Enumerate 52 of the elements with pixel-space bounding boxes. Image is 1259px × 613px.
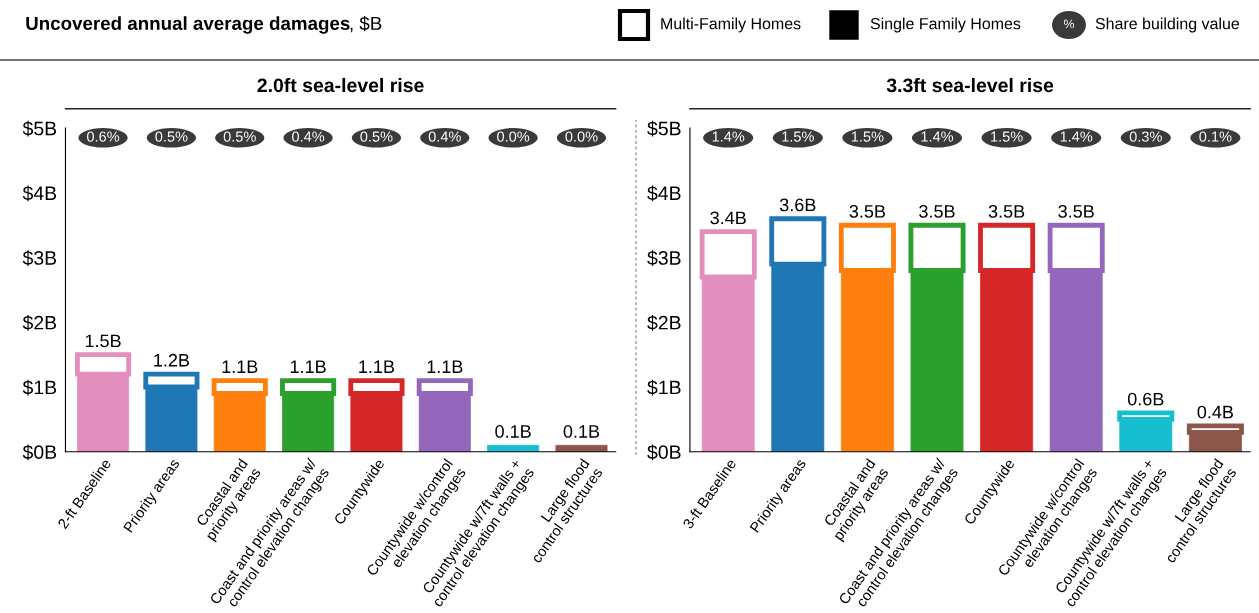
annotation: 0.4% [428,131,461,142]
annotation: 1.4% [1060,131,1093,142]
total-label: 0.6B [1127,392,1164,406]
total-label: 1.5B [85,334,121,348]
y-tick-label: $5B [647,120,681,137]
total-label: 3.5B [988,204,1025,218]
annotation: 0.5% [223,131,256,142]
total-label: 3.4B [710,211,746,225]
text: Share building value [1095,17,1240,33]
text: Uncovered annual average damages [26,16,350,34]
total-label: 0.1B [563,425,600,438]
annotation: 0.5% [155,131,188,142]
total-label: 3.6B [779,198,816,212]
total-label: 1.1B [427,360,463,373]
total-label: 0.1B [495,425,531,438]
total-label: 1.2B [154,353,190,367]
annotation: 0.0% [497,131,530,142]
text: Single Family Homes [870,17,1021,33]
total-label: 3.5B [1058,204,1094,218]
y-tick-label: $1B [647,379,681,396]
total-label: 0.4B [1197,405,1234,419]
y-tick-label: $3B [22,250,57,266]
total-label: 1.1B [222,360,258,373]
text: , $B [350,15,382,33]
y-tick-label: $4B [647,185,681,202]
y-tick-label: $2B [647,314,681,331]
annotation: 0.5% [360,131,393,142]
y-tick-label: $0B [22,444,57,461]
y-tick-label: $2B [22,314,57,331]
annotation: 1.5% [991,131,1023,142]
annotation: 1.5% [782,131,814,142]
annotation: 0.1% [1199,131,1232,142]
annotation: 0.6% [87,131,120,142]
annotation: 0.0% [565,131,598,142]
total-label: 3.5B [919,204,955,218]
total-label: 1.1B [359,360,395,373]
total-label: 1.1B [290,360,326,373]
y-tick-label: $4B [22,185,57,202]
total-label: 3.5B [849,204,886,218]
annotation: 1.5% [851,131,884,142]
text: Multi-Family Homes [661,17,801,33]
y-tick-label: $0B [647,444,681,461]
text: % [1063,19,1075,29]
annotation: 1.4% [712,131,745,142]
chart-title: 2.0ft sea-level rise [257,77,424,93]
chart-title: 3.3ft sea-level rise [886,77,1054,93]
y-tick-label: $5B [22,120,57,137]
y-tick-label: $1B [22,379,57,396]
annotation: 0.4% [292,131,325,142]
annotation: 1.4% [921,131,954,142]
y-tick-label: $3B [647,250,681,266]
annotation: 0.3% [1129,131,1162,142]
